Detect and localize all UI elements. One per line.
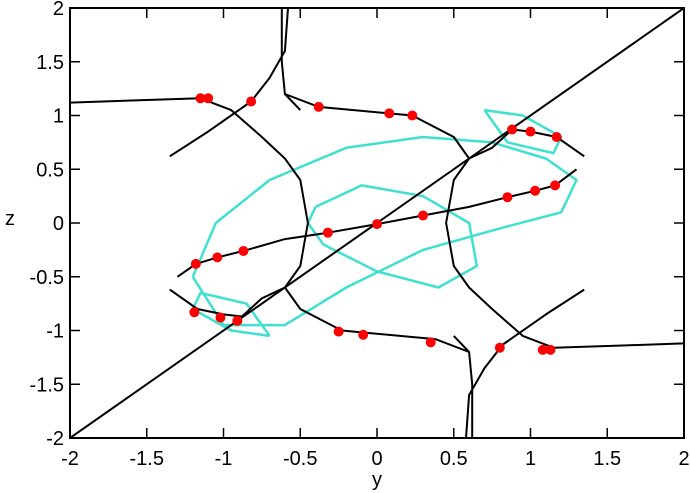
x-tick-label: 0.5 bbox=[440, 448, 468, 470]
point bbox=[407, 110, 418, 121]
point bbox=[246, 96, 257, 107]
x-axis-label: y bbox=[372, 469, 382, 491]
point bbox=[322, 227, 333, 238]
x-tick-label: 0 bbox=[371, 448, 382, 470]
y-tick-label: -1 bbox=[46, 321, 64, 343]
point bbox=[550, 180, 561, 191]
point bbox=[203, 93, 214, 104]
point bbox=[551, 132, 562, 142]
y-tick-label: 1.5 bbox=[36, 52, 64, 74]
point bbox=[372, 219, 382, 230]
point bbox=[502, 192, 513, 203]
point bbox=[358, 329, 369, 340]
x-tick-label: -1.5 bbox=[130, 448, 164, 470]
point bbox=[525, 126, 536, 137]
point bbox=[232, 315, 243, 326]
point bbox=[238, 245, 249, 256]
x-tick-label: -2 bbox=[61, 448, 79, 470]
point bbox=[507, 124, 518, 135]
point bbox=[215, 312, 226, 323]
x-tick-label: -0.5 bbox=[283, 448, 317, 470]
point bbox=[418, 210, 429, 221]
point bbox=[494, 342, 505, 353]
point bbox=[313, 101, 324, 112]
curve bbox=[191, 108, 578, 338]
point bbox=[384, 108, 395, 119]
point bbox=[545, 344, 556, 355]
point bbox=[530, 185, 541, 196]
x-tick-label: 1.5 bbox=[593, 448, 621, 470]
point bbox=[425, 337, 436, 348]
point bbox=[195, 93, 206, 104]
y-tick-label: 1 bbox=[53, 106, 64, 128]
y-tick-label: -0.5 bbox=[30, 267, 64, 289]
x-tick-label: 1 bbox=[525, 448, 536, 470]
y-axis-label: z bbox=[5, 208, 15, 230]
point bbox=[190, 258, 201, 269]
point bbox=[333, 326, 344, 337]
point bbox=[212, 252, 223, 263]
y-tick-label: 0.5 bbox=[36, 159, 64, 181]
y-tick-label: 0 bbox=[53, 213, 64, 235]
point bbox=[189, 307, 200, 318]
y-tick-label: -2 bbox=[46, 428, 64, 450]
y-tick-label: -1.5 bbox=[30, 374, 64, 396]
x-tick-label: 2 bbox=[678, 448, 689, 470]
x-tick-label: -1 bbox=[215, 448, 233, 470]
point bbox=[537, 344, 548, 355]
y-tick-label: 2 bbox=[53, 0, 64, 20]
plot-area bbox=[70, 8, 684, 438]
